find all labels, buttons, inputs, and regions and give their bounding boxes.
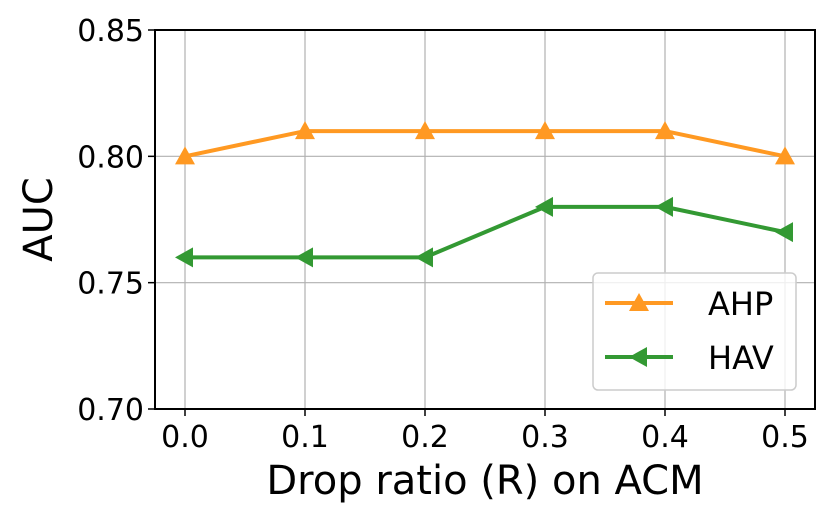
x-tick-label: 0.2: [401, 420, 449, 455]
y-tick-label: 0.70: [77, 393, 144, 428]
plot-frame: [154, 29, 816, 410]
legend: AHP HAV: [592, 272, 797, 391]
legend-marker: [629, 347, 647, 367]
data-point: [535, 196, 553, 217]
data-point: [175, 247, 193, 268]
x-axis-label: Drop ratio (R) on ACM: [266, 458, 703, 504]
data-point: [175, 146, 195, 165]
series-lines: [175, 121, 795, 268]
legend-label: AHP: [708, 285, 773, 323]
x-tick-label: 0.4: [641, 420, 689, 455]
data-point: [775, 222, 793, 243]
legend-marker: [629, 293, 649, 311]
y-tick-label: 0.75: [77, 267, 144, 302]
x-tick-label: 0.1: [281, 420, 329, 455]
data-point: [295, 247, 313, 268]
series-line: [184, 129, 786, 159]
data-point: [775, 146, 795, 165]
x-tick-label: 0.3: [521, 420, 569, 455]
series-hav: [175, 196, 793, 268]
x-tick-label: 0.5: [761, 420, 809, 455]
data-point: [415, 121, 435, 140]
y-axis-label: AUC: [16, 177, 62, 262]
data-point: [535, 121, 555, 140]
legend-label: HAV: [708, 339, 774, 377]
series-line: [185, 204, 786, 260]
data-point: [655, 121, 675, 140]
y-tick-label: 0.80: [77, 140, 144, 175]
series-ahp: [175, 121, 795, 165]
data-point: [415, 247, 433, 268]
legend-entry: HAV: [605, 339, 774, 377]
data-point: [655, 196, 673, 217]
x-tick-label: 0.0: [161, 420, 209, 455]
y-tick-label: 0.85: [77, 14, 144, 49]
legend-entry: AHP: [605, 285, 773, 323]
axis-ticks: 0.0 0.1 0.2 0.3 0.4 0.5 0.70 0.75 0.80 0.85: [77, 14, 809, 455]
data-point: [295, 121, 315, 140]
